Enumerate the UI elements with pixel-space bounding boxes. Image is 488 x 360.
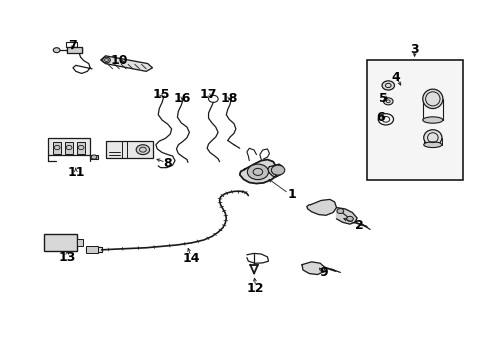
Text: 17: 17	[200, 88, 217, 101]
Bar	[66, 42, 77, 48]
Text: 13: 13	[59, 251, 76, 264]
Text: 12: 12	[246, 282, 264, 295]
Text: 2: 2	[354, 219, 363, 232]
Polygon shape	[86, 247, 102, 252]
Bar	[64, 141, 73, 154]
Bar	[53, 141, 61, 154]
Bar	[44, 234, 77, 251]
Ellipse shape	[423, 142, 441, 148]
Bar	[48, 138, 90, 155]
Ellipse shape	[422, 117, 442, 123]
Text: 4: 4	[390, 71, 399, 84]
Text: 8: 8	[163, 157, 172, 170]
Circle shape	[383, 98, 392, 105]
Text: 14: 14	[182, 252, 199, 265]
Text: 18: 18	[220, 93, 237, 105]
Circle shape	[346, 216, 352, 221]
Circle shape	[102, 57, 110, 63]
Text: 3: 3	[409, 43, 418, 56]
Circle shape	[136, 145, 149, 154]
Bar	[86, 246, 98, 253]
Circle shape	[91, 155, 97, 159]
Circle shape	[53, 48, 60, 53]
Bar	[105, 141, 153, 158]
Bar	[90, 155, 98, 159]
Polygon shape	[302, 262, 325, 275]
Text: 11: 11	[67, 166, 84, 179]
Ellipse shape	[423, 130, 441, 145]
Polygon shape	[267, 164, 282, 177]
Bar	[67, 48, 81, 53]
Text: 7: 7	[68, 39, 77, 52]
Bar	[366, 60, 462, 180]
Text: 15: 15	[152, 88, 169, 101]
Text: 5: 5	[378, 93, 387, 105]
Text: 6: 6	[376, 111, 384, 125]
Text: 1: 1	[286, 188, 295, 201]
Circle shape	[247, 164, 268, 180]
Text: 9: 9	[319, 266, 327, 279]
Polygon shape	[101, 56, 152, 71]
Polygon shape	[336, 207, 356, 224]
Circle shape	[381, 81, 394, 90]
Bar	[77, 141, 85, 154]
Polygon shape	[239, 159, 277, 184]
Ellipse shape	[422, 89, 442, 109]
Circle shape	[271, 165, 284, 175]
Polygon shape	[306, 199, 336, 215]
Circle shape	[336, 208, 343, 213]
Text: 10: 10	[110, 54, 127, 67]
Bar	[77, 239, 82, 246]
Text: 16: 16	[173, 93, 190, 105]
